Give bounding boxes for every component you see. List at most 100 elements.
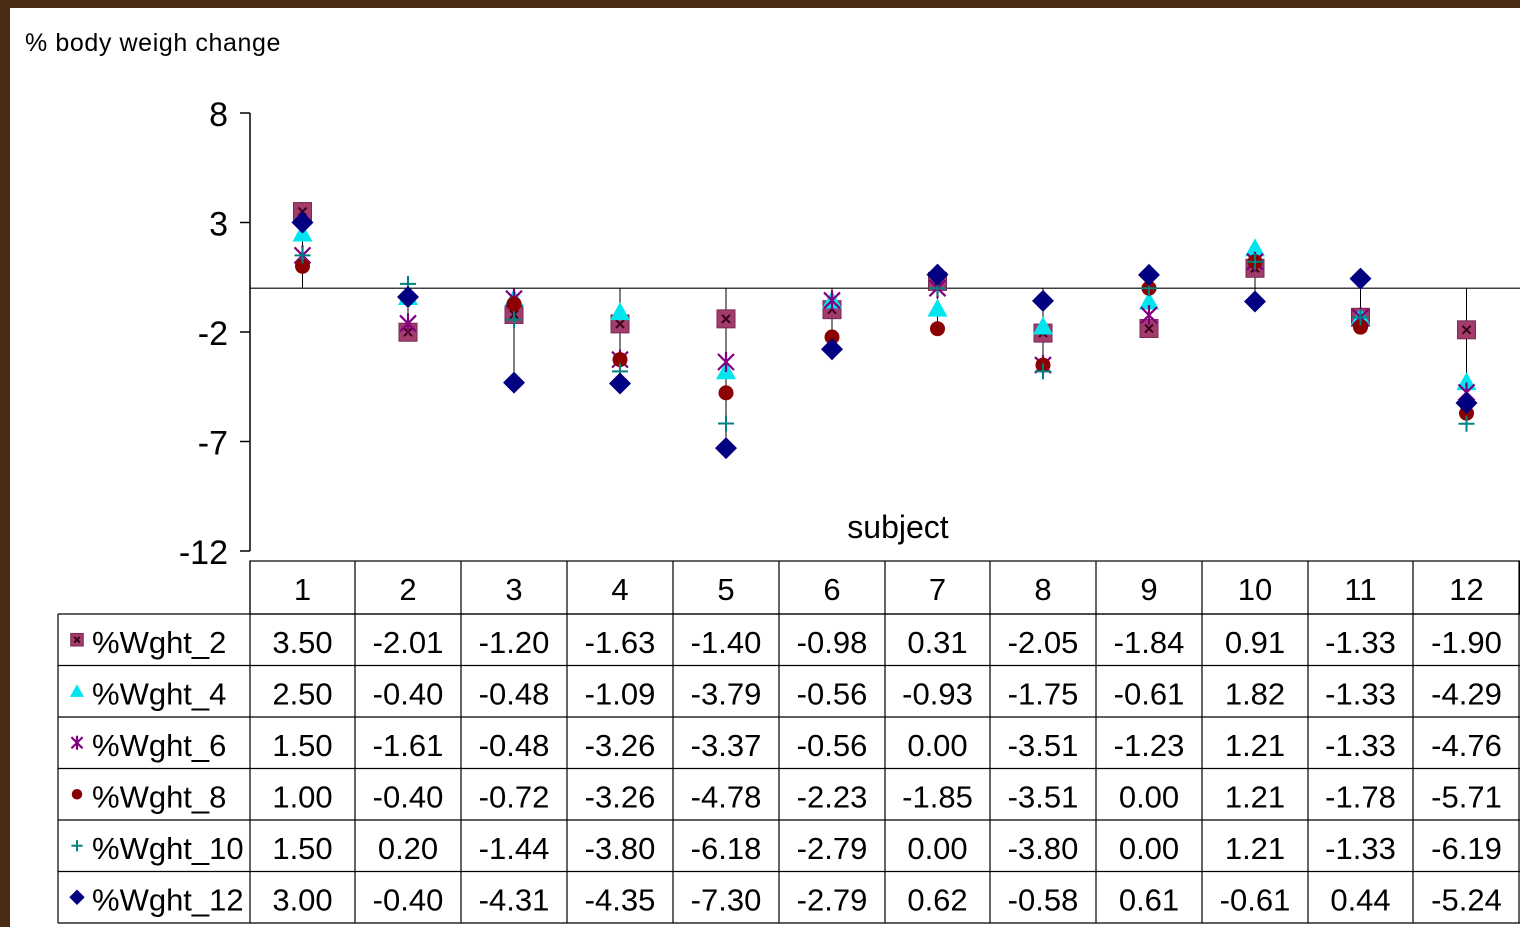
y-tick-label: 8 bbox=[209, 96, 228, 134]
table-cell: 3.00 bbox=[272, 882, 332, 917]
table-cell: 1.21 bbox=[1225, 779, 1285, 814]
data-point bbox=[1035, 363, 1051, 380]
data-table: 1 2 3 4 5 6 7 8 9 10 11 12%Wght_2 3.50 -2.01 -1.20 -1.6… bbox=[57, 560, 1520, 924]
table-cell: -5.24 bbox=[1431, 882, 1502, 917]
table-cell: -3.51 bbox=[1008, 779, 1079, 814]
data-point bbox=[1139, 291, 1159, 310]
legend-marker bbox=[70, 684, 84, 697]
marker-cross bbox=[73, 636, 81, 644]
data-point bbox=[1138, 263, 1160, 286]
table-header-cell: 11 bbox=[1344, 572, 1376, 607]
table-cell: 1.00 bbox=[272, 779, 332, 814]
table-header-cell: 3 bbox=[505, 572, 522, 607]
table-cell: -1.09 bbox=[585, 676, 656, 711]
table-header-cell: 7 bbox=[929, 572, 946, 607]
data-point bbox=[1353, 319, 1368, 335]
table-cell: -0.61 bbox=[1114, 676, 1185, 711]
y-tick-label: -12 bbox=[179, 534, 228, 572]
table-cell: -2.23 bbox=[797, 779, 868, 814]
legend-label: %Wght_6 bbox=[92, 728, 226, 763]
table-header-cell: 4 bbox=[611, 572, 628, 607]
data-point bbox=[1457, 320, 1476, 340]
data-point bbox=[1349, 267, 1372, 290]
data-point bbox=[930, 321, 945, 337]
data-point bbox=[294, 247, 311, 264]
table-cell: -0.48 bbox=[479, 728, 550, 763]
table-cell: -2.05 bbox=[1008, 625, 1079, 660]
table-cell: -3.80 bbox=[585, 831, 656, 866]
table-header-cell: 1 bbox=[294, 572, 311, 607]
table-cell: -0.40 bbox=[373, 779, 444, 814]
table-cell: 0.91 bbox=[1225, 625, 1285, 660]
table-cell: -6.18 bbox=[691, 831, 762, 866]
table-cell: -4.31 bbox=[479, 882, 550, 917]
table-cell: -0.56 bbox=[797, 676, 868, 711]
data-point bbox=[610, 302, 630, 321]
plot-area: % body weigh change 8 3 -2 -7 -12 subject bbox=[25, 29, 1520, 572]
data-point bbox=[926, 263, 949, 286]
data-point bbox=[1033, 316, 1053, 335]
table-cell: -3.80 bbox=[1008, 831, 1079, 866]
table-cell: -4.29 bbox=[1431, 676, 1502, 711]
data-point bbox=[295, 258, 310, 274]
table-cell: 1.50 bbox=[272, 728, 332, 763]
table-cell: -1.40 bbox=[691, 625, 762, 660]
table-cell: -0.98 bbox=[797, 625, 868, 660]
table-cell: -1.75 bbox=[1008, 676, 1079, 711]
table-cell: -7.30 bbox=[691, 882, 762, 917]
table-cell: 0.31 bbox=[907, 625, 967, 660]
data-point bbox=[506, 311, 522, 328]
series-wght2 bbox=[293, 202, 1476, 343]
table-cell: -1.33 bbox=[1325, 831, 1396, 866]
table-cell: -4.35 bbox=[585, 882, 656, 917]
data-point bbox=[506, 296, 522, 312]
data-point bbox=[397, 285, 419, 308]
data-point bbox=[609, 372, 631, 395]
table-cell: -1.61 bbox=[373, 728, 444, 763]
table-cell: 0.00 bbox=[907, 728, 967, 763]
table-cell: 0.20 bbox=[378, 831, 438, 866]
table-cell: -1.20 bbox=[479, 625, 550, 660]
data-point bbox=[1032, 289, 1054, 312]
table-cell: -0.48 bbox=[479, 676, 550, 711]
x-axis-title: subject bbox=[847, 509, 949, 545]
table-cell: -6.19 bbox=[1431, 831, 1502, 866]
data-point bbox=[927, 298, 948, 317]
table-cell: 2.50 bbox=[272, 676, 332, 711]
table-cell: 0.44 bbox=[1330, 882, 1390, 917]
series-wght4 bbox=[292, 223, 1477, 391]
table-header-cell: 10 bbox=[1238, 572, 1272, 607]
legend-label: %Wght_8 bbox=[92, 779, 226, 814]
legend-marker bbox=[71, 840, 83, 852]
data-point bbox=[291, 211, 314, 234]
table-header-cell: 12 bbox=[1449, 572, 1483, 607]
table-cell: -3.79 bbox=[691, 676, 762, 711]
table-cell: -3.26 bbox=[585, 779, 656, 814]
legend-marker bbox=[69, 889, 85, 905]
data-point bbox=[1455, 391, 1478, 414]
data-point bbox=[821, 338, 843, 361]
data-point bbox=[718, 385, 734, 401]
table-cell: -0.40 bbox=[373, 882, 444, 917]
legend-label: %Wght_12 bbox=[92, 882, 244, 917]
table-cell: 1.21 bbox=[1225, 831, 1285, 866]
table-cell: -3.37 bbox=[691, 728, 762, 763]
table-cell: -1.33 bbox=[1325, 625, 1396, 660]
legend-marker bbox=[70, 735, 84, 750]
data-point bbox=[824, 329, 840, 345]
table-cell: -1.23 bbox=[1114, 728, 1185, 763]
legend-marker bbox=[70, 632, 84, 647]
table-cell: -2.79 bbox=[797, 882, 868, 917]
table-cell: -4.78 bbox=[691, 779, 762, 814]
data-point bbox=[1247, 253, 1263, 270]
table-cell: -2.79 bbox=[797, 831, 868, 866]
table-cell: 0.62 bbox=[907, 882, 967, 917]
y-axis-title: % body weigh change bbox=[25, 29, 281, 57]
legend-marker bbox=[71, 789, 83, 800]
marker-cross bbox=[615, 319, 625, 329]
table-cell: -0.58 bbox=[1008, 882, 1079, 917]
table-cell: -3.26 bbox=[585, 728, 656, 763]
y-tick-label: -7 bbox=[198, 425, 228, 463]
